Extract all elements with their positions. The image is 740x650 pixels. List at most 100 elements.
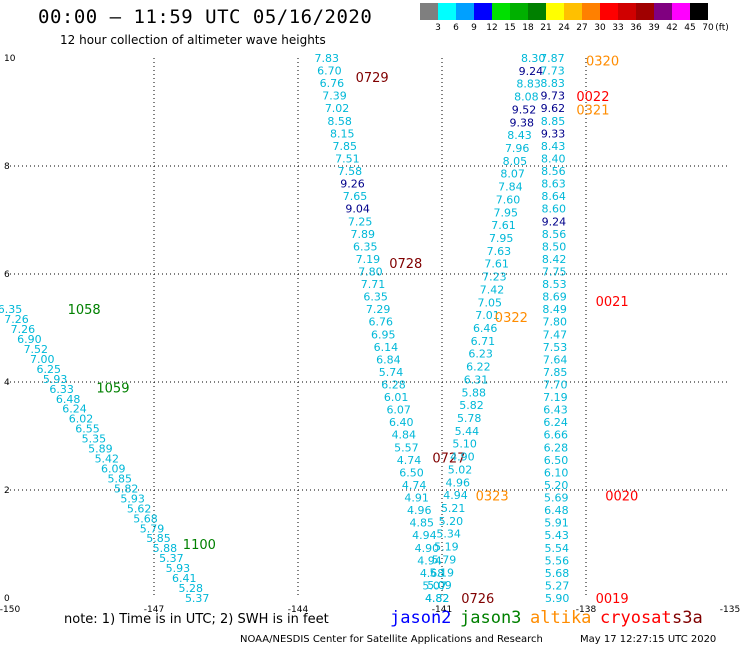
wave-height-value: 7.47 (543, 328, 568, 341)
wave-height-value: 7.65 (343, 190, 368, 203)
satellite-s3a: s3a (672, 608, 703, 628)
pass-time-label: 0727 (432, 452, 465, 467)
pass-time-label: 0322 (495, 311, 528, 326)
wave-height-value: 6.95 (371, 328, 396, 341)
wave-height-value: 5.68 (545, 567, 570, 580)
lon-tick-label: -147 (144, 605, 164, 615)
legend-label-21: 21 (540, 23, 552, 33)
legend-swatch-9 (456, 3, 474, 20)
wave-height-value: 9.33 (541, 127, 566, 140)
legend-label-70: 70 (702, 23, 714, 33)
legend-swatch-39 (636, 3, 654, 20)
wave-height-value: 6.40 (389, 416, 414, 429)
wave-height-value: 6.70 (317, 65, 342, 78)
satellite-cryosat: cryosat (600, 608, 672, 628)
wave-height-value: 7.00 (30, 353, 55, 366)
wave-height-value: 4.85 (410, 517, 435, 530)
wave-height-value: 7.71 (361, 278, 386, 291)
wave-height-value: 8.64 (541, 190, 566, 203)
wave-height-value: 8.30 (521, 52, 546, 65)
wave-height-value: 7.19 (543, 391, 568, 404)
lon-tick-label: -150 (0, 605, 20, 615)
wave-height-value: 8.60 (541, 203, 566, 216)
pass-time-label: 1058 (68, 303, 101, 318)
wave-height-value: 6.43 (543, 404, 568, 417)
wave-height-value: 4.90 (415, 542, 440, 555)
wave-height-value: 4.94 (417, 554, 442, 567)
wave-height-value: 6.10 (544, 466, 569, 479)
wave-height-value: 5.82 (459, 399, 484, 412)
pass-time-label: 0019 (596, 592, 629, 607)
legend-swatch-42 (654, 3, 672, 20)
wave-height-value: 5.88 (153, 542, 178, 555)
lat-tick-label: 10 (4, 54, 16, 64)
wave-height-value: 7.53 (543, 341, 568, 354)
pass-time-label: 0321 (576, 103, 609, 118)
wave-height-value: 5.42 (95, 453, 120, 466)
wave-height-value: 7.02 (325, 102, 350, 115)
wave-height-value: 4.84 (392, 429, 417, 442)
wave-height-value: 8.83 (516, 78, 541, 91)
wave-height-value: 7.84 (498, 181, 523, 194)
wave-height-value: 6.28 (381, 379, 406, 392)
wave-height-value: 6.33 (49, 383, 74, 396)
lat-tick-label: 0 (4, 594, 10, 604)
wave-height-value: 6.28 (544, 441, 569, 454)
wave-height-value: 6.24 (62, 403, 87, 416)
wave-height-value: 5.79 (140, 522, 165, 535)
legend-label-12: 12 (486, 23, 498, 33)
wave-height-value: 8.15 (330, 127, 355, 140)
wave-height-value: 5.07 (422, 579, 447, 592)
wave-height-value: 5.82 (114, 482, 139, 495)
wave-height-value: 9.52 (512, 103, 537, 116)
wave-height-value: 4.96 (407, 504, 432, 517)
wave-height-value: 6.01 (384, 391, 409, 404)
wave-height-value: 5.37 (159, 552, 184, 565)
wave-height-value: 7.26 (11, 323, 36, 336)
wave-height-value: 9.73 (540, 90, 565, 103)
map-title: 00:00 – 11:59 UTC 05/16/2020 (38, 6, 373, 28)
wave-height-value: 6.09 (101, 462, 126, 475)
legend-swatch-30 (582, 3, 600, 20)
wave-height-value: 6.35 (363, 291, 388, 304)
wave-height-value: 9.24 (542, 215, 567, 228)
wave-height-value: 8.58 (327, 115, 352, 128)
wave-height-value: 6.55 (75, 423, 100, 436)
legend-label-30: 30 (594, 23, 606, 33)
wave-height-value: 5.20 (439, 515, 464, 528)
wave-height-value: 5.93 (120, 492, 145, 505)
legend-swatch-27 (564, 3, 582, 20)
lat-tick-label: 6 (4, 270, 10, 280)
wave-height-value: 7.75 (542, 265, 567, 278)
wave-height-value: 8.49 (542, 303, 567, 316)
lon-tick-label: -141 (432, 605, 452, 615)
pass-time-label: 0728 (389, 257, 422, 272)
wave-height-value: 5.62 (127, 502, 152, 515)
wave-height-value: 8.50 (542, 240, 567, 253)
lat-tick-label: 8 (4, 162, 10, 172)
wave-height-value: 7.60 (496, 193, 521, 206)
wave-height-value: 7.26 (4, 313, 29, 326)
wave-height-value: 6.66 (543, 429, 568, 442)
legend-label-27: 27 (576, 23, 588, 33)
wave-height-value: 7.61 (484, 258, 509, 271)
wave-height-value: 6.76 (368, 316, 393, 329)
legend-label-9: 9 (471, 23, 477, 33)
wave-height-value: 8.53 (542, 278, 567, 291)
pass-time-label: 0729 (356, 71, 389, 86)
legend-swatch-24 (546, 3, 564, 20)
wave-height-value: 5.28 (178, 582, 203, 595)
wave-height-value: 6.48 (56, 393, 81, 406)
wave-height-value: 8.08 (514, 91, 539, 104)
pass-time-label: 0021 (596, 295, 629, 310)
wave-height-value: 5.69 (544, 492, 569, 505)
legend-label-18: 18 (522, 23, 534, 33)
footer-note: note: 1) Time is in UTC; 2) SWH is in fe… (64, 612, 329, 627)
generated-timestamp: May 17 12:27:15 UTC 2020 (580, 634, 717, 645)
wave-height-value: 5.85 (107, 472, 132, 485)
wave-height-value: 8.85 (541, 115, 566, 128)
pass-time-label: 0726 (461, 592, 494, 607)
wave-height-value: 5.19 (430, 566, 455, 579)
wave-height-value: 4.96 (446, 476, 471, 489)
